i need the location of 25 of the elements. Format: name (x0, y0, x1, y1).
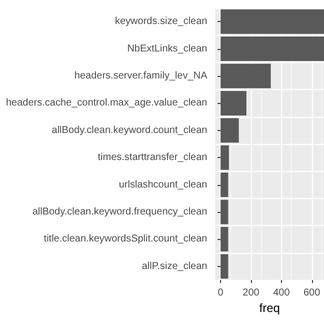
x-tick-label: 0 (218, 288, 224, 298)
x-tick-label: 600 (303, 288, 321, 298)
y-tick-label: title.clean.keywordsSplit.count_clean (44, 234, 208, 245)
bar (220, 36, 324, 62)
bar (220, 254, 228, 279)
y-tick-label: headers.cache_control.max_age.value_clean (6, 98, 208, 109)
x-tick-label: 200 (242, 288, 260, 298)
bar (220, 226, 228, 252)
y-tick-label: allBody.clean.keyword.count_clean (52, 124, 208, 136)
y-tick-label: allP.size_clean (142, 260, 208, 272)
bar (220, 9, 324, 34)
bar (220, 145, 229, 170)
bar (220, 64, 271, 88)
x-axis-title: freq (259, 301, 280, 315)
bar (220, 172, 228, 198)
bar (220, 200, 228, 224)
x-tick-label: 400 (273, 288, 290, 298)
y-tick-label: NbExtLinks_clean (127, 43, 208, 54)
y-tick-label: headers.server.family_lev_NA (74, 70, 208, 82)
y-tick-label: urlslashcount_clean (118, 179, 208, 190)
bar (220, 90, 246, 116)
bar (220, 118, 239, 143)
y-tick-label: keywords.size_clean (114, 16, 208, 28)
y-tick-label: times.starttransfer_clean (98, 152, 208, 164)
y-tick-label: allBody.clean.keyword.frequency_clean (32, 206, 208, 218)
